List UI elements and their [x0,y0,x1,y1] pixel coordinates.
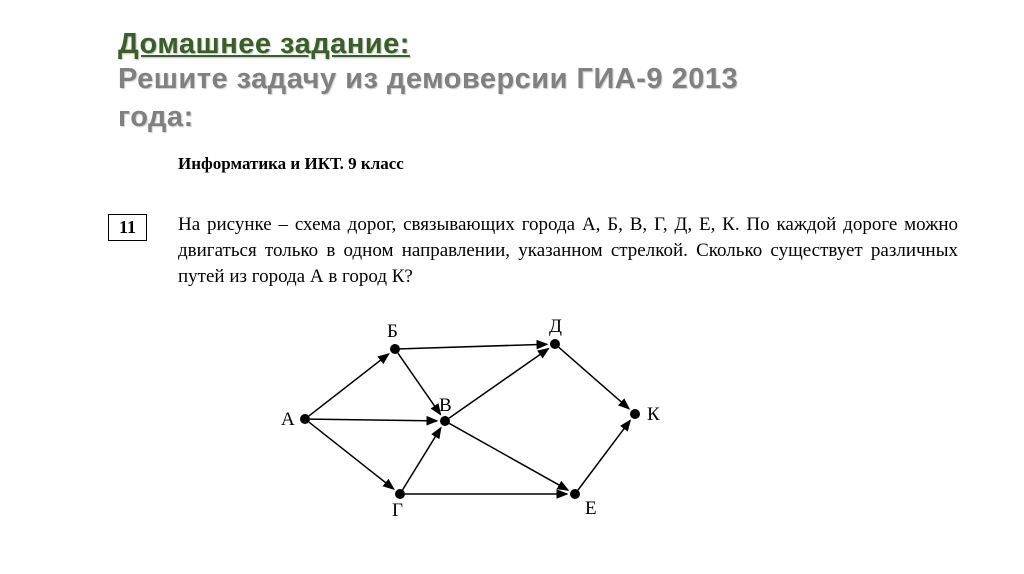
node-label: Д [549,316,562,337]
subject-line: Информатика и ИКТ. 9 класс [178,154,404,174]
node [300,414,310,424]
node [570,489,580,499]
edge [559,348,629,409]
edge [309,354,389,416]
edge [309,422,394,489]
edge [449,424,568,491]
node-label: К [647,404,660,425]
question-text: На рисунке – схема дорог, связывающих го… [178,212,958,289]
node [550,339,560,349]
edge [398,353,441,414]
title-main: Домашнее задание: [118,28,1024,61]
edge [578,421,630,491]
node-label: Б [387,321,398,342]
node-label: А [281,409,295,430]
title-sub-line2: года: [118,99,1024,137]
edge [449,349,548,419]
heading-block: Домашнее задание: Решите задачу из демов… [0,0,1024,136]
question-number-box: 11 [108,214,147,241]
node [630,409,640,419]
edge [310,419,437,421]
graph-container: А Б В Г Д Е К [265,309,705,519]
node [390,344,400,354]
node-label: Е [585,498,597,519]
node-label: Г [392,500,403,519]
edge [400,345,547,350]
node [395,489,405,499]
road-graph: А Б В Г Д Е К [265,309,705,519]
edge [403,428,441,490]
node-label: В [439,395,452,416]
title-sub-line1: Решите задачу из демоверсии ГИА-9 2013 [118,61,1024,99]
node [440,416,450,426]
